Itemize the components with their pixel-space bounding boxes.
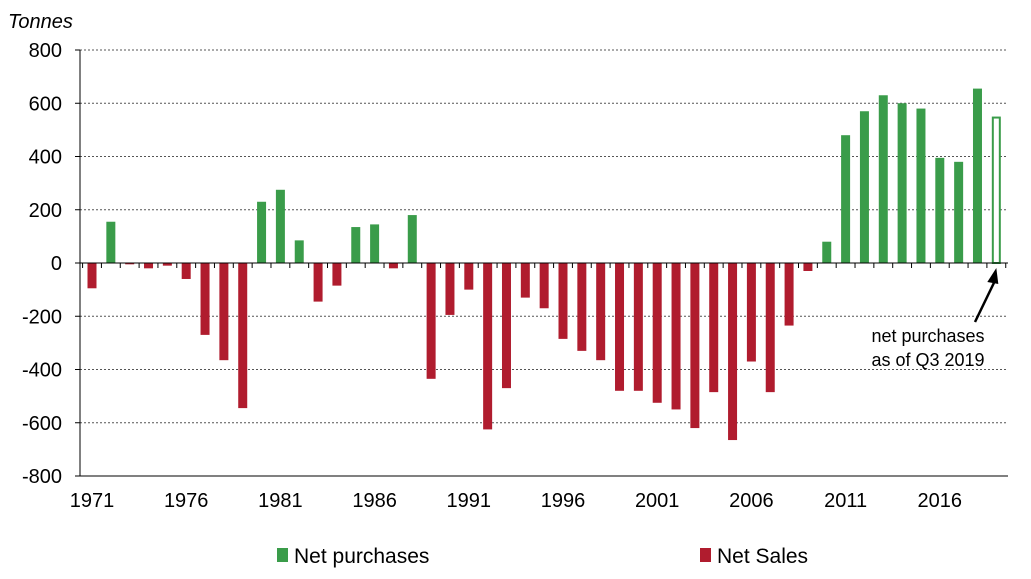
bar — [709, 263, 719, 393]
bar — [558, 263, 568, 339]
bar — [332, 263, 342, 286]
bar — [501, 263, 511, 389]
bar — [275, 189, 285, 263]
bar — [954, 161, 964, 263]
y-tick-label: -200 — [22, 306, 62, 328]
x-tick-label: 2006 — [729, 490, 774, 512]
bar — [633, 263, 643, 391]
legend-label: Net Sales — [717, 545, 808, 568]
y-axis-label: Tonnes — [8, 11, 73, 33]
axes — [75, 49, 1008, 477]
bar — [577, 263, 587, 351]
bar — [916, 108, 926, 263]
bar — [426, 263, 436, 379]
annotation-text: as of Q3 2019 — [871, 350, 984, 370]
bar — [991, 116, 1001, 264]
x-tick-label: 1981 — [258, 490, 303, 512]
y-tick-label: 200 — [29, 200, 62, 222]
bar — [219, 263, 229, 361]
bar — [144, 263, 154, 269]
bar — [765, 263, 775, 393]
bar — [841, 135, 851, 263]
bar — [445, 263, 455, 315]
bar — [407, 215, 417, 263]
bar — [822, 241, 832, 263]
bar — [200, 263, 210, 335]
legend-swatch — [700, 548, 711, 562]
bar — [257, 201, 267, 263]
bar — [162, 263, 172, 266]
x-tick-label: 1986 — [352, 490, 397, 512]
bar — [897, 103, 907, 263]
y-tick-label: -800 — [22, 466, 62, 488]
legend: Net purchases Net Sales — [277, 545, 808, 568]
bar — [87, 263, 97, 289]
bar — [388, 263, 398, 269]
grid-lines — [80, 49, 1008, 424]
legend-label: Net purchases — [294, 545, 429, 568]
bar — [690, 263, 700, 429]
bar — [652, 263, 662, 403]
bar — [464, 263, 474, 290]
bar — [615, 263, 625, 391]
annotation-text: net purchases — [871, 326, 984, 346]
x-tick-label: 2011 — [824, 490, 867, 512]
x-tick-label: 2001 — [635, 490, 680, 512]
bar — [803, 263, 813, 271]
y-tick-label: -400 — [22, 360, 62, 382]
x-tick-label: 1976 — [164, 490, 209, 512]
bar — [596, 263, 606, 361]
x-tick-label: 1971 — [70, 490, 115, 512]
bar — [294, 240, 304, 263]
bar — [728, 263, 738, 441]
legend-swatch — [277, 548, 288, 562]
bar — [238, 263, 248, 409]
bar — [671, 263, 681, 410]
bar — [351, 227, 361, 263]
y-tick-label: 0 — [51, 253, 62, 275]
bar — [878, 95, 888, 263]
bar — [784, 263, 794, 326]
x-tick-label: 2016 — [918, 490, 963, 512]
bar — [106, 221, 116, 263]
x-tick-label: 1996 — [541, 490, 586, 512]
labels: 800 600 400 200 0 -200 -400 -600 -800 Tonnes 1971 1… — [8, 11, 999, 512]
annotation-arrowhead — [987, 268, 999, 284]
y-tick-label: 400 — [29, 147, 62, 169]
bar — [483, 263, 493, 430]
y-tick-label: 800 — [29, 40, 62, 62]
bar — [935, 157, 945, 263]
bar — [539, 263, 549, 309]
bar — [313, 263, 323, 302]
bar — [125, 263, 135, 265]
y-tick-label: 600 — [29, 93, 62, 115]
x-tick-label: 1991 — [447, 490, 492, 512]
bar — [520, 263, 530, 298]
bar — [746, 263, 756, 362]
y-tick-label: -600 — [22, 413, 62, 435]
bar — [181, 263, 191, 279]
bar — [859, 111, 869, 263]
bar — [370, 224, 380, 263]
bar — [972, 88, 982, 263]
annotation-arrow-line — [973, 279, 997, 323]
bars — [87, 88, 1001, 441]
